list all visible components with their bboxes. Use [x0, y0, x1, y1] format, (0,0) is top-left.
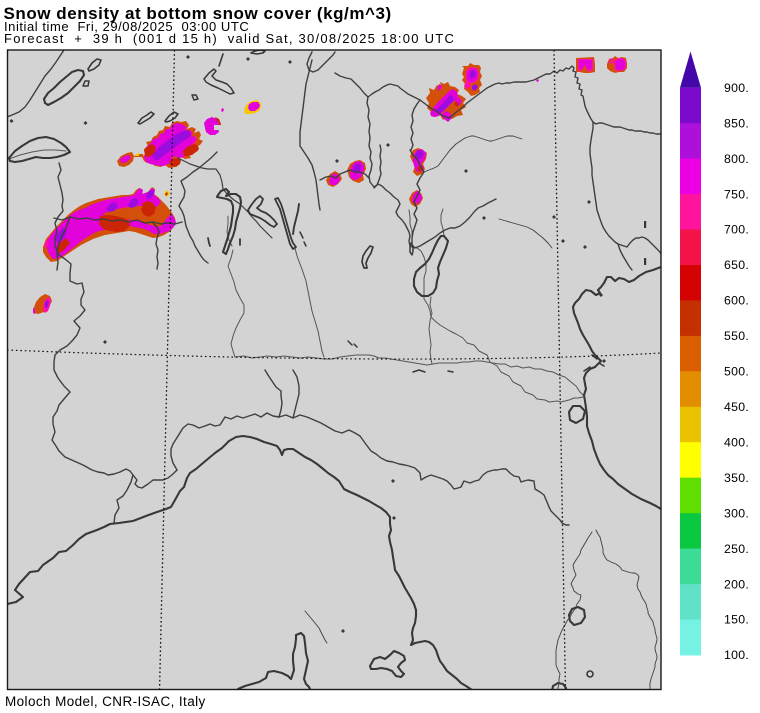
svg-text:500.: 500. [724, 365, 749, 379]
svg-text:Forecast + 39 h (001 d 15 h: Forecast + 39 h (001 d 15 h) valid Sat, … [4, 31, 455, 46]
svg-text:Initial time Fri, 29/08/2025: Initial time Fri, 29/08/2025 03:00 UTC [4, 19, 249, 34]
svg-text:Snow density at bottom snow co: Snow density at bottom snow cover (kg/m^… [4, 4, 392, 23]
svg-text:450.: 450. [724, 400, 749, 414]
svg-text:600.: 600. [724, 294, 749, 308]
svg-text:850.: 850. [724, 116, 749, 130]
svg-text:650.: 650. [724, 258, 749, 272]
svg-text:550.: 550. [724, 329, 749, 343]
svg-text:700.: 700. [724, 223, 749, 237]
svg-text:150.: 150. [724, 613, 749, 627]
svg-text:350.: 350. [724, 471, 749, 485]
svg-text:250.: 250. [724, 542, 749, 556]
svg-text:200.: 200. [724, 577, 749, 591]
svg-text:Moloch Model, CNR-ISAC, Italy: Moloch Model, CNR-ISAC, Italy [5, 694, 206, 709]
svg-text:100.: 100. [724, 648, 749, 662]
svg-text:900.: 900. [724, 81, 749, 95]
svg-text:300.: 300. [724, 506, 749, 520]
svg-text:750.: 750. [724, 187, 749, 201]
svg-text:400.: 400. [724, 435, 749, 449]
svg-text:800.: 800. [724, 152, 749, 166]
